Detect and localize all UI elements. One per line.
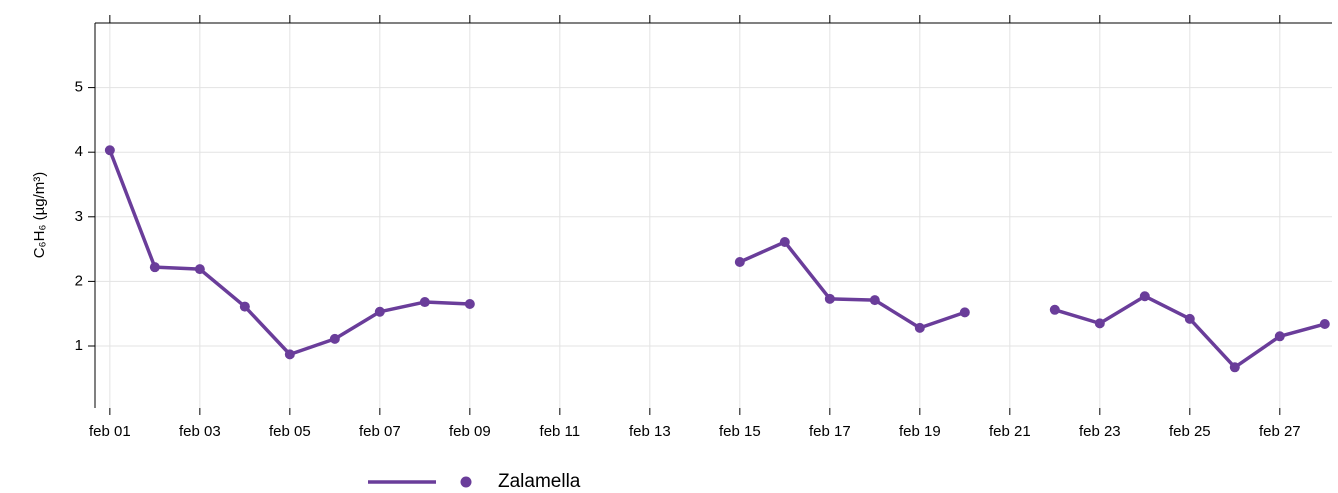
x-tick-label: feb 27 xyxy=(1259,423,1301,440)
x-tick-label: feb 21 xyxy=(989,423,1031,440)
data-point xyxy=(824,293,835,304)
data-point xyxy=(779,236,790,247)
data-point xyxy=(869,295,880,306)
data-point xyxy=(149,262,160,273)
data-point xyxy=(419,297,430,308)
x-tick-label: feb 09 xyxy=(449,423,491,440)
data-point xyxy=(914,322,925,333)
x-tick-label: feb 11 xyxy=(540,423,581,440)
x-tick-label: feb 13 xyxy=(629,423,671,440)
legend-label: Zalamella xyxy=(498,471,581,488)
data-point xyxy=(464,298,475,309)
data-point xyxy=(104,145,115,156)
y-tick-label: 1 xyxy=(75,337,83,354)
x-tick-label: feb 15 xyxy=(719,423,761,440)
x-tick-label: feb 23 xyxy=(1079,423,1121,440)
x-tick-label: feb 01 xyxy=(89,423,131,440)
data-point xyxy=(194,264,205,275)
data-point xyxy=(329,333,340,344)
legend-marker xyxy=(460,476,472,488)
y-tick-label: 5 xyxy=(75,79,83,96)
series-line xyxy=(108,149,1326,370)
data-point xyxy=(734,257,745,268)
x-tick-label: feb 05 xyxy=(269,423,311,440)
data-point xyxy=(1319,319,1330,330)
y-tick-label: 2 xyxy=(75,272,83,289)
x-tick-label: feb 03 xyxy=(179,423,221,440)
data-point xyxy=(1094,318,1105,329)
y-axis-label: C₆H₆ (µg/m³) xyxy=(31,172,48,259)
data-point xyxy=(1049,304,1060,315)
x-tick-label: feb 19 xyxy=(899,423,941,440)
data-point xyxy=(1184,313,1195,324)
y-tick-label: 3 xyxy=(75,208,83,225)
data-point xyxy=(374,306,385,317)
data-point xyxy=(284,349,295,360)
data-point xyxy=(239,301,250,312)
x-tick-label: feb 07 xyxy=(359,423,401,440)
data-point xyxy=(1274,331,1285,342)
x-tick-label: feb 17 xyxy=(809,423,851,440)
data-point xyxy=(1139,291,1150,302)
x-tick-label: feb 25 xyxy=(1169,423,1211,440)
data-point xyxy=(959,307,970,318)
data-point xyxy=(1229,362,1240,373)
y-tick-label: 4 xyxy=(75,143,83,160)
